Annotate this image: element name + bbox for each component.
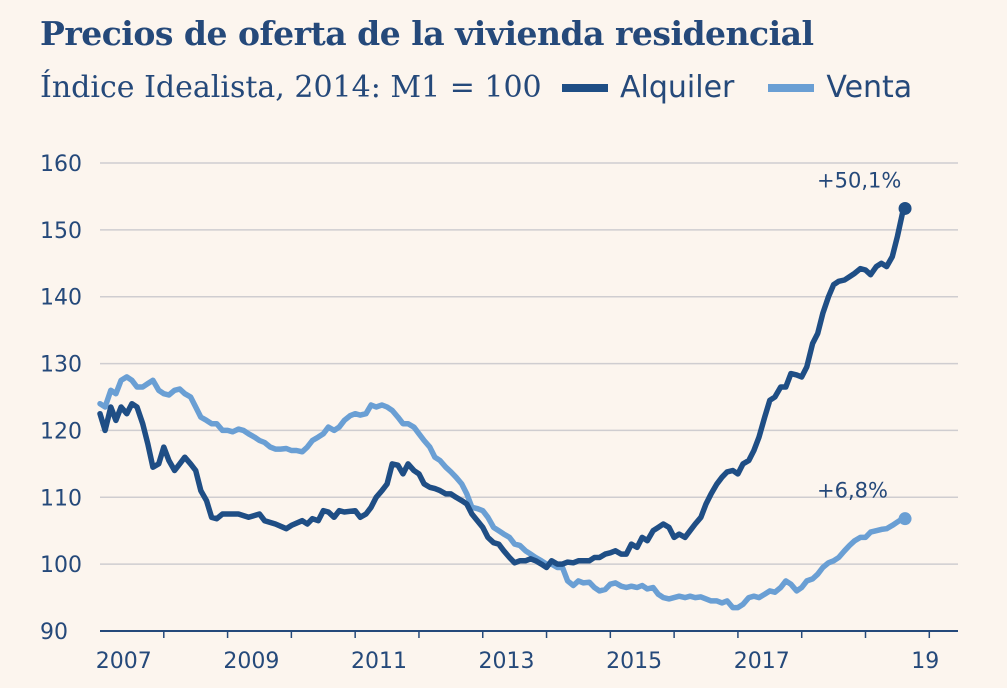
chart-subtitle: Índice Idealista, 2014: M1 = 100: [40, 70, 542, 105]
y-tick-label-90: 90: [40, 620, 68, 645]
x-tick-label-2017: 2017: [734, 649, 790, 674]
series-end-marker-venta: [898, 512, 912, 526]
end-label-alquiler: +50,1%: [817, 168, 901, 192]
end-label-venta: +6,8%: [817, 479, 888, 503]
y-tick-label-150: 150: [40, 219, 82, 244]
x-tick-label-2015: 2015: [606, 649, 662, 674]
y-tick-label-120: 120: [40, 419, 82, 444]
series-line-venta: [97, 374, 908, 611]
y-tick-label-130: 130: [40, 353, 82, 378]
legend-label-alquiler: Alquiler: [620, 70, 735, 105]
y-tick-label-110: 110: [40, 486, 82, 511]
legend-item-alquiler: Alquiler: [562, 70, 734, 105]
y-tick-label-140: 140: [40, 286, 82, 311]
legend: Alquiler Venta: [562, 70, 946, 105]
x-tick-label-2013: 2013: [479, 649, 535, 674]
x-tick-label-2011: 2011: [351, 649, 407, 674]
legend-label-venta: Venta: [826, 70, 913, 105]
series-line-alquiler: [97, 205, 908, 571]
y-tick-label-160: 160: [40, 152, 82, 177]
y-tick-label-100: 100: [40, 553, 82, 578]
legend-item-venta: Venta: [768, 70, 912, 105]
legend-swatch-alquiler: [562, 83, 608, 92]
series-end-marker-alquiler: [898, 201, 912, 215]
x-tick-label-2009: 2009: [223, 649, 279, 674]
x-tick-label-2007: 2007: [96, 649, 152, 674]
legend-swatch-venta: [768, 83, 815, 92]
chart-title: Precios de oferta de la vivienda residen…: [40, 14, 814, 53]
x-tick-label-19: 19: [911, 649, 939, 674]
